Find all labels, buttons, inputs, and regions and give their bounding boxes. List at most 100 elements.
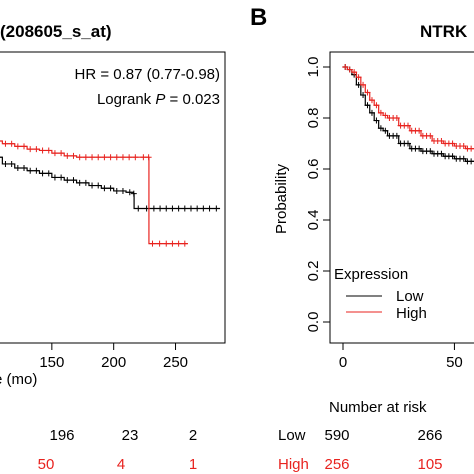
censor-mark-low bbox=[194, 205, 201, 212]
y-tick-label: 1.0 bbox=[305, 57, 322, 78]
censor-mark-low bbox=[95, 182, 102, 189]
censor-mark-high bbox=[95, 154, 102, 161]
risk-high-value: 4 bbox=[117, 456, 125, 473]
left-xlabel: e (mo) bbox=[0, 371, 37, 388]
censor-mark-high bbox=[355, 74, 362, 81]
x-tick-label: 250 bbox=[163, 354, 188, 371]
left-survival-curves bbox=[0, 140, 221, 247]
censor-mark-low bbox=[2, 160, 9, 167]
censor-mark-high bbox=[405, 122, 411, 129]
risk-high-value: 105 bbox=[417, 456, 442, 473]
risk-high-value: 1 bbox=[189, 456, 197, 473]
x-tick-label: 150 bbox=[39, 354, 64, 371]
censor-mark-low bbox=[206, 205, 213, 212]
censor-mark-low bbox=[175, 205, 182, 212]
censor-mark-low bbox=[393, 132, 400, 139]
censor-mark-low bbox=[89, 182, 96, 189]
number-at-risk-title: Number at risk bbox=[329, 399, 427, 416]
censor-mark-high bbox=[149, 240, 156, 247]
censor-mark-low bbox=[471, 160, 474, 162]
censor-mark-high bbox=[460, 143, 467, 150]
y-tick-label: 0.8 bbox=[305, 108, 322, 129]
legend-low-label: Low bbox=[396, 288, 424, 305]
censor-mark-low bbox=[27, 167, 34, 174]
risk-low-value: 2 bbox=[189, 427, 197, 444]
censor-mark-high bbox=[360, 81, 367, 88]
censor-mark-high bbox=[70, 152, 77, 159]
hr-text: HR = 0.87 (0.77-0.98) bbox=[75, 66, 221, 83]
censor-mark-low bbox=[14, 165, 21, 171]
censor-mark-high bbox=[382, 112, 389, 119]
censor-mark-high bbox=[169, 240, 176, 247]
censor-mark-high bbox=[427, 132, 434, 139]
censor-mark-high bbox=[45, 147, 52, 154]
censor-mark-low bbox=[39, 170, 46, 177]
y-tick-label: 0.4 bbox=[305, 210, 322, 231]
censor-mark-high bbox=[21, 143, 28, 150]
censor-mark-low bbox=[101, 185, 108, 192]
censor-mark-high bbox=[89, 154, 96, 161]
censor-mark-low bbox=[416, 145, 423, 152]
censor-mark-high bbox=[2, 140, 9, 147]
right-y-axis: 0.0 0.2 0.4 0.6 0.8 1.0 bbox=[305, 57, 330, 333]
censor-mark-high bbox=[27, 146, 34, 153]
censor-mark-high bbox=[175, 240, 182, 247]
censor-mark-low bbox=[119, 187, 126, 194]
censor-mark-high bbox=[132, 154, 139, 161]
left-plot-frame bbox=[0, 51, 226, 344]
censor-mark-high bbox=[51, 150, 58, 157]
risk-high-value: 256 bbox=[324, 456, 349, 473]
censor-mark-high bbox=[145, 154, 152, 161]
censor-mark-low bbox=[213, 205, 220, 212]
censor-mark-high bbox=[416, 127, 423, 134]
censor-mark-low bbox=[58, 174, 65, 181]
censor-mark-low bbox=[449, 153, 456, 160]
censor-mark-low bbox=[382, 127, 389, 134]
censor-mark-low bbox=[368, 109, 375, 116]
legend: Expression Low High bbox=[334, 266, 427, 322]
censor-mark-low bbox=[64, 177, 71, 184]
x-tick-label: 200 bbox=[101, 354, 126, 371]
censor-mark-high bbox=[346, 66, 353, 73]
right-ylabel: Probability bbox=[273, 163, 290, 234]
curve-low bbox=[0, 156, 221, 210]
censor-mark-high bbox=[76, 154, 83, 161]
y-tick-label: 0.0 bbox=[305, 312, 322, 333]
censor-mark-low bbox=[150, 205, 157, 212]
censor-mark-high bbox=[471, 148, 474, 150]
censor-mark-high bbox=[373, 102, 380, 109]
x-tick-label: 50 bbox=[446, 354, 463, 371]
left-risk-high-row: 50 4 1 bbox=[38, 456, 198, 473]
censor-mark-high bbox=[351, 69, 358, 76]
censor-mark-low bbox=[187, 205, 194, 212]
censor-mark-low bbox=[364, 102, 371, 109]
censor-mark-high bbox=[113, 154, 120, 161]
censor-mark-low bbox=[181, 205, 188, 212]
censor-mark-low bbox=[135, 205, 142, 212]
censor-mark-high bbox=[156, 240, 163, 247]
legend-high-label: High bbox=[396, 305, 427, 322]
risk-high-value: 50 bbox=[38, 456, 55, 473]
censor-mark-low bbox=[163, 205, 170, 212]
legend-title: Expression bbox=[334, 266, 408, 283]
censor-mark-low bbox=[107, 185, 114, 192]
risk-low-value: 196 bbox=[49, 427, 74, 444]
risk-row-label: Low bbox=[278, 427, 306, 444]
censor-mark-high bbox=[368, 97, 375, 104]
left-risk-low-row: 196 23 2 bbox=[49, 427, 197, 444]
censor-mark-high bbox=[126, 154, 133, 161]
censor-mark-high bbox=[33, 146, 40, 153]
censor-mark-low bbox=[82, 179, 89, 186]
censor-mark-high bbox=[39, 147, 46, 154]
censor-mark-high bbox=[8, 140, 15, 147]
y-tick-label: 0.6 bbox=[305, 159, 322, 180]
censor-mark-high bbox=[163, 240, 170, 247]
right-risk-low-row: Low 590 266 bbox=[278, 427, 443, 444]
censor-mark-high bbox=[64, 152, 71, 159]
censor-mark-high bbox=[342, 64, 349, 70]
censor-mark-high bbox=[82, 154, 89, 161]
censor-mark-low bbox=[438, 150, 445, 157]
risk-row-label: High bbox=[278, 456, 309, 473]
censor-mark-low bbox=[76, 179, 83, 186]
censor-mark-low bbox=[405, 140, 411, 147]
